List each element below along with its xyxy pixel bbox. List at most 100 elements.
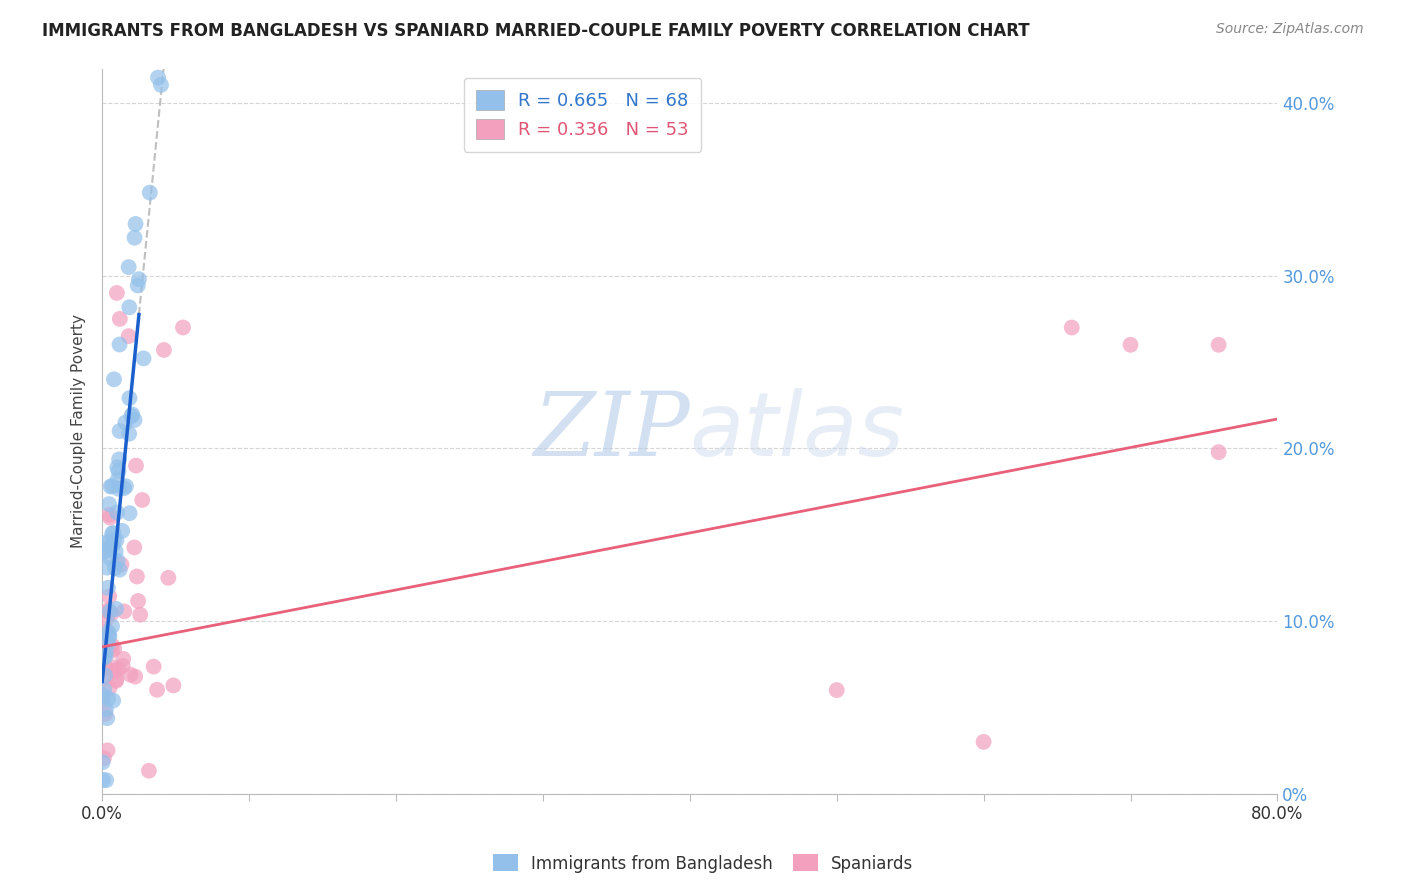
Point — [98, 510, 121, 524]
Point — [100, 551, 122, 566]
Point — [101, 660, 124, 674]
Point — [103, 533, 125, 547]
Point — [125, 458, 148, 473]
Point — [108, 311, 131, 326]
Point — [101, 643, 124, 657]
Point — [118, 260, 141, 274]
Point — [131, 493, 153, 508]
Point — [97, 581, 120, 595]
Point — [91, 692, 114, 706]
Point — [107, 554, 129, 568]
Point — [98, 681, 121, 696]
Point — [125, 569, 148, 583]
Point — [93, 682, 115, 697]
Point — [97, 625, 120, 640]
Point — [108, 337, 131, 351]
Point — [94, 706, 117, 721]
Point — [107, 473, 129, 487]
Point — [115, 479, 138, 493]
Point — [104, 664, 127, 678]
Point — [1060, 320, 1083, 334]
Point — [97, 628, 120, 642]
Point — [124, 217, 146, 231]
Point — [110, 558, 132, 572]
Point — [105, 506, 128, 520]
Point — [127, 278, 149, 293]
Point — [120, 667, 142, 681]
Point — [100, 479, 122, 493]
Point — [162, 678, 184, 692]
Point — [111, 524, 134, 538]
Point — [100, 607, 122, 621]
Point — [96, 534, 118, 549]
Point — [107, 482, 129, 496]
Point — [98, 605, 121, 619]
Point — [107, 662, 129, 676]
Text: ZIP: ZIP — [533, 388, 690, 475]
Point — [104, 544, 127, 558]
Point — [128, 272, 150, 286]
Point — [96, 611, 118, 625]
Point — [127, 594, 149, 608]
Point — [104, 561, 127, 575]
Point — [1208, 445, 1230, 459]
Point — [96, 560, 118, 574]
Point — [1208, 338, 1230, 352]
Point — [94, 537, 117, 551]
Point — [149, 78, 172, 92]
Text: Source: ZipAtlas.com: Source: ZipAtlas.com — [1216, 22, 1364, 37]
Point — [94, 649, 117, 664]
Point — [973, 735, 995, 749]
Point — [105, 285, 128, 300]
Point — [129, 607, 152, 622]
Point — [103, 526, 125, 541]
Point — [112, 481, 135, 495]
Point — [94, 645, 117, 659]
Y-axis label: Married-Couple Family Poverty: Married-Couple Family Poverty — [72, 314, 86, 548]
Point — [101, 638, 124, 652]
Point — [121, 408, 143, 422]
Point — [93, 632, 115, 647]
Point — [124, 231, 146, 245]
Point — [93, 751, 115, 765]
Point — [114, 416, 136, 430]
Point — [105, 602, 128, 616]
Point — [101, 538, 124, 552]
Point — [121, 409, 143, 424]
Point — [146, 70, 169, 85]
Point — [118, 329, 141, 343]
Point — [94, 671, 117, 685]
Point — [98, 497, 121, 511]
Point — [91, 546, 114, 560]
Point — [93, 545, 115, 559]
Point — [108, 424, 131, 438]
Point — [96, 711, 118, 725]
Point — [97, 603, 120, 617]
Point — [105, 673, 128, 687]
Point — [103, 641, 125, 656]
Point — [153, 343, 176, 357]
Point — [118, 391, 141, 405]
Point — [118, 426, 141, 441]
Point — [97, 637, 120, 651]
Point — [101, 619, 124, 633]
Point — [111, 659, 134, 673]
Point — [96, 661, 118, 675]
Point — [118, 300, 141, 314]
Point — [124, 541, 146, 555]
Point — [825, 683, 848, 698]
Point — [97, 605, 120, 619]
Point — [94, 668, 117, 682]
Point — [103, 372, 125, 386]
Point — [97, 691, 120, 706]
Point — [132, 351, 155, 366]
Point — [96, 773, 118, 788]
Legend: R = 0.665   N = 68, R = 0.336   N = 53: R = 0.665 N = 68, R = 0.336 N = 53 — [464, 78, 702, 152]
Point — [146, 682, 169, 697]
Point — [138, 764, 160, 778]
Point — [118, 506, 141, 520]
Point — [91, 772, 114, 787]
Point — [98, 629, 121, 643]
Point — [139, 186, 162, 200]
Point — [94, 702, 117, 716]
